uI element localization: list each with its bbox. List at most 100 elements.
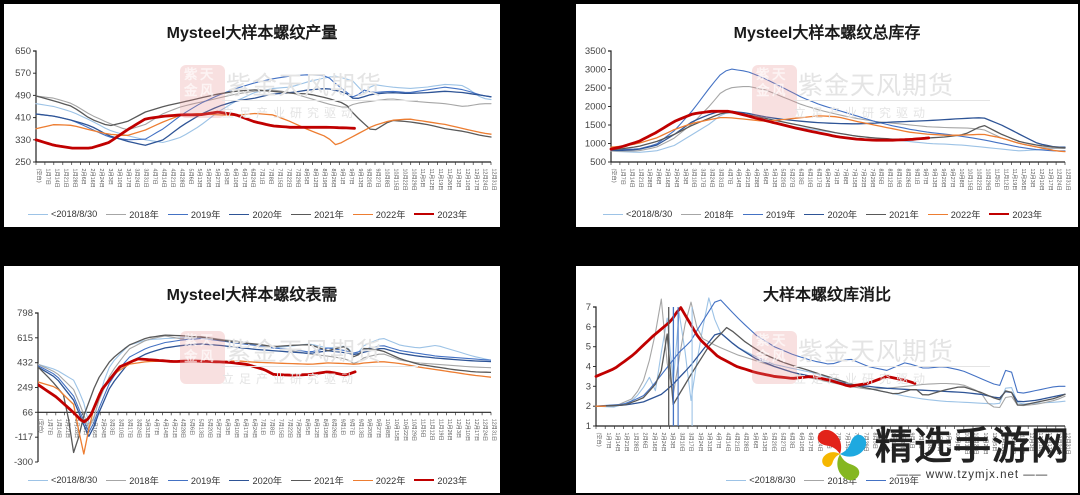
svg-text:12月24日: 12月24日 <box>482 419 489 441</box>
svg-text:410: 410 <box>15 113 31 124</box>
svg-text:4月21日: 4月21日 <box>744 169 751 188</box>
svg-text:5月27日: 5月27日 <box>780 433 787 452</box>
svg-text:5月6日: 5月6日 <box>189 419 196 436</box>
svg-text:3月31日: 3月31日 <box>706 433 713 452</box>
svg-text:10月8日: 10月8日 <box>958 169 965 188</box>
svg-text:798: 798 <box>17 308 33 319</box>
svg-text:1月28日: 1月28日 <box>632 433 639 452</box>
svg-text:12月10日: 12月10日 <box>1038 169 1045 191</box>
svg-text:4月14日: 4月14日 <box>161 169 168 188</box>
svg-text:1月7日: 1月7日 <box>605 433 612 450</box>
svg-text:3月24日: 3月24日 <box>697 433 704 452</box>
svg-text:6月24日: 6月24日 <box>824 169 831 188</box>
svg-text:10月15日: 10月15日 <box>393 419 400 441</box>
svg-text:3月24日: 3月24日 <box>709 169 716 188</box>
svg-text:6月10日: 6月10日 <box>232 169 239 188</box>
svg-text:5月27日: 5月27日 <box>789 169 796 188</box>
svg-text:5月6日: 5月6日 <box>752 433 759 450</box>
svg-text:2月24日: 2月24日 <box>98 169 105 188</box>
svg-text:4月7日: 4月7日 <box>152 169 159 186</box>
svg-text:4月21日: 4月21日 <box>169 169 176 188</box>
svg-text:3月17日: 3月17日 <box>126 419 133 438</box>
svg-text:3月3日: 3月3日 <box>669 433 676 450</box>
svg-text:12月3日: 12月3日 <box>1029 169 1036 188</box>
svg-text:1月28日: 1月28日 <box>71 169 78 188</box>
svg-text:6月3日: 6月3日 <box>789 433 796 450</box>
svg-text:12月17日: 12月17日 <box>473 169 480 191</box>
svg-text:10月15日: 10月15日 <box>393 169 400 191</box>
svg-text:8月19日: 8月19日 <box>896 169 903 188</box>
svg-text:490: 490 <box>15 90 31 101</box>
svg-text:9月27日: 9月27日 <box>375 419 382 438</box>
svg-text:3月31日: 3月31日 <box>143 169 150 188</box>
svg-text:3月31日: 3月31日 <box>717 169 724 188</box>
svg-text:8月12日: 8月12日 <box>313 419 320 438</box>
svg-text:7月29日: 7月29日 <box>294 169 301 188</box>
svg-text:5月20日: 5月20日 <box>770 433 777 452</box>
svg-text:6月17日: 6月17日 <box>242 419 249 438</box>
svg-text:6月10日: 6月10日 <box>806 169 813 188</box>
svg-text:10月22日: 10月22日 <box>401 169 408 191</box>
svg-text:4月14日: 4月14日 <box>724 433 731 452</box>
svg-text:570: 570 <box>15 68 31 79</box>
svg-text:12月31日: 12月31日 <box>491 169 498 191</box>
svg-text:5: 5 <box>586 342 591 353</box>
svg-text:3月3日: 3月3日 <box>109 419 116 436</box>
svg-text:6月3日: 6月3日 <box>223 169 230 186</box>
svg-text:(空白): (空白) <box>38 419 46 433</box>
svg-text:3月10日: 3月10日 <box>118 419 125 438</box>
svg-text:500: 500 <box>590 157 606 168</box>
svg-text:9月27日: 9月27日 <box>949 169 956 188</box>
svg-text:9月1日: 9月1日 <box>339 169 346 186</box>
svg-text:4月7日: 4月7日 <box>715 433 722 450</box>
svg-text:12月24日: 12月24日 <box>1056 169 1063 191</box>
svg-text:66: 66 <box>22 407 33 418</box>
svg-text:8月5日: 8月5日 <box>303 169 310 186</box>
svg-text:12月24日: 12月24日 <box>482 169 489 191</box>
svg-text:7月1日: 7月1日 <box>260 419 267 436</box>
svg-text:5月6日: 5月6日 <box>762 169 769 186</box>
svg-text:7: 7 <box>586 302 591 313</box>
svg-text:9月1日: 9月1日 <box>340 419 347 436</box>
svg-text:7月22日: 7月22日 <box>286 419 293 438</box>
svg-text:1月7日: 1月7日 <box>47 419 54 436</box>
svg-text:10月22日: 10月22日 <box>976 169 983 191</box>
svg-text:615: 615 <box>17 333 33 344</box>
svg-text:2月6日: 2月6日 <box>80 169 87 186</box>
svg-text:12月17日: 12月17日 <box>1047 169 1054 191</box>
svg-text:1月21日: 1月21日 <box>637 169 644 188</box>
svg-text:3月3日: 3月3日 <box>682 169 689 186</box>
svg-text:11月12日: 11月12日 <box>428 419 435 441</box>
svg-text:7月15日: 7月15日 <box>851 169 858 188</box>
svg-text:8月19日: 8月19日 <box>322 419 329 438</box>
svg-text:9月13日: 9月13日 <box>931 169 938 188</box>
svg-text:4月28日: 4月28日 <box>180 419 187 438</box>
svg-text:6月3日: 6月3日 <box>224 419 231 436</box>
svg-text:8月12日: 8月12日 <box>312 169 319 188</box>
svg-text:1月14日: 1月14日 <box>53 169 60 188</box>
svg-text:7月22日: 7月22日 <box>285 169 292 188</box>
svg-text:6月3日: 6月3日 <box>798 169 805 186</box>
svg-text:11月19日: 11月19日 <box>437 419 444 441</box>
svg-text:2月16日: 2月16日 <box>651 433 658 452</box>
svg-text:11月12日: 11月12日 <box>1002 169 1009 191</box>
svg-text:249: 249 <box>17 383 33 394</box>
svg-text:9月27日: 9月27日 <box>375 169 382 188</box>
svg-text:6月24日: 6月24日 <box>250 169 257 188</box>
svg-text:330: 330 <box>15 135 31 146</box>
svg-text:8月19日: 8月19日 <box>321 169 328 188</box>
svg-text:1月21日: 1月21日 <box>623 433 630 452</box>
svg-text:10月22日: 10月22日 <box>402 419 409 441</box>
svg-text:9月20日: 9月20日 <box>366 169 373 188</box>
svg-text:4月14日: 4月14日 <box>735 169 742 188</box>
svg-text:7月22日: 7月22日 <box>860 169 867 188</box>
svg-text:5月20日: 5月20日 <box>206 419 213 438</box>
svg-text:3月17日: 3月17日 <box>688 433 695 452</box>
svg-text:12月17日: 12月17日 <box>473 419 480 441</box>
svg-text:4: 4 <box>586 362 591 373</box>
svg-text:2000: 2000 <box>585 102 606 113</box>
svg-text:4月28日: 4月28日 <box>743 433 750 452</box>
svg-text:2月24日: 2月24日 <box>100 419 107 438</box>
svg-text:9月7日: 9月7日 <box>348 169 355 186</box>
svg-text:1月14日: 1月14日 <box>614 433 621 452</box>
